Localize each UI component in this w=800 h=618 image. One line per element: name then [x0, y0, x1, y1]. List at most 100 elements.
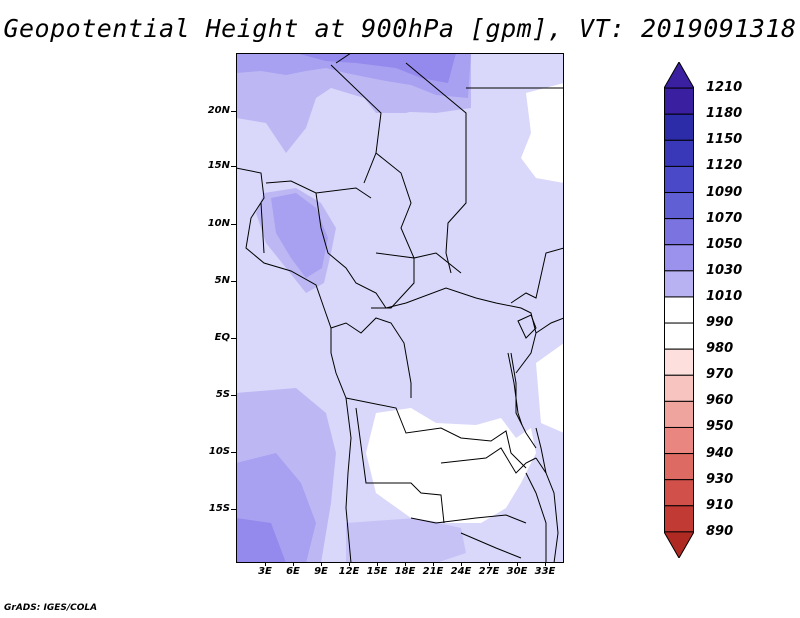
border-lakes — [510, 352, 537, 449]
lat-label-15s: 15S — [208, 503, 230, 514]
lon-label-18e: 18E — [394, 566, 416, 577]
border-chad-sudan — [375, 152, 462, 274]
map-svg — [236, 53, 564, 563]
colorbar-label: 1180 — [706, 106, 743, 122]
grads-credit: GrADS: IGES/COLA — [4, 603, 98, 613]
colorbar-segment — [664, 244, 694, 272]
colorbar-bottom-arrow — [664, 531, 694, 558]
border-drc-west — [330, 317, 412, 398]
colorbar-label: 1120 — [706, 158, 743, 174]
colorbar-segment — [664, 218, 694, 246]
lon-label-15e: 15E — [366, 566, 388, 577]
border-south-2 — [460, 532, 522, 559]
colorbar-segment — [664, 453, 694, 481]
map-title: Geopotential Height at 900hPa [gpm], VT:… — [3, 14, 797, 43]
colorbar-segment — [664, 165, 694, 194]
colorbar-segment — [664, 322, 694, 350]
colorbar-segment — [664, 296, 694, 324]
lake-tanganyika — [507, 352, 523, 426]
colorbar-segment — [664, 400, 694, 428]
lat-label-eq: EQ — [214, 332, 230, 343]
lon-tick — [517, 562, 518, 566]
lon-label-33e: 33E — [534, 566, 556, 577]
lat-tick — [231, 224, 236, 225]
contour-1050-westafrica — [271, 193, 328, 278]
lat-tick — [231, 452, 236, 453]
colorbar-label: 1030 — [706, 262, 743, 278]
border-south-1 — [410, 514, 527, 524]
low-region-south-center — [366, 408, 536, 523]
low-region-lakes — [536, 343, 564, 433]
lat-label-5s: 5S — [215, 389, 230, 400]
border-nigeria — [315, 192, 387, 309]
colorbar-segment — [664, 374, 694, 402]
colorbar-label: 950 — [706, 419, 734, 435]
colorbar — [664, 62, 694, 558]
lat-label-10s: 10S — [208, 446, 230, 457]
border-coast-west — [236, 167, 352, 563]
border-congo — [385, 287, 537, 334]
lon-label-27e: 27E — [478, 566, 500, 577]
lon-tick — [377, 562, 378, 566]
lat-label-5n: 5N — [214, 275, 230, 286]
colorbar-segment — [664, 113, 694, 141]
contour-1030-northeast — [364, 93, 436, 113]
colorbar-segment — [664, 270, 694, 298]
colorbar-label: 890 — [706, 523, 734, 539]
map-frame — [236, 53, 564, 563]
colorbar-label: 1050 — [706, 236, 743, 252]
border-north-1 — [335, 53, 352, 64]
map-panel — [236, 53, 564, 563]
border-north-3 — [405, 62, 467, 274]
lon-tick — [265, 562, 266, 566]
lat-label-15n: 15N — [207, 160, 230, 171]
colorbar-label: 910 — [706, 497, 734, 513]
contour-1070-north — [296, 53, 456, 83]
lake-malawi — [535, 427, 547, 474]
colorbar-label: 980 — [706, 341, 734, 357]
border-zambia — [440, 447, 537, 474]
lat-tick — [231, 111, 236, 112]
colorbar-label: 960 — [706, 393, 734, 409]
colorbar-label: 1010 — [706, 288, 743, 304]
colorbar-label: 940 — [706, 445, 734, 461]
colorbar-label: 970 — [706, 367, 734, 383]
colorbar-label: 930 — [706, 471, 734, 487]
lat-tick — [231, 338, 236, 339]
border-east-1 — [510, 247, 564, 304]
lat-label-10n: 10N — [207, 218, 230, 229]
lon-tick — [293, 562, 294, 566]
colorbar-segment — [664, 479, 694, 507]
lat-tick — [231, 166, 236, 167]
border-westafrica-2 — [260, 202, 265, 254]
border-drc-south — [345, 397, 527, 469]
lon-tick — [489, 562, 490, 566]
lon-label-24e: 24E — [450, 566, 472, 577]
border-south-east — [525, 472, 547, 563]
border-angola — [355, 407, 445, 524]
colorbar-label: 1090 — [706, 184, 743, 200]
lon-label-6e: 6E — [286, 566, 300, 577]
lon-tick — [433, 562, 434, 566]
lat-tick — [231, 395, 236, 396]
border-north-2 — [330, 64, 382, 184]
colorbar-label: 990 — [706, 315, 734, 331]
lon-tick — [545, 562, 546, 566]
lon-label-21e: 21E — [422, 566, 444, 577]
lon-label-30e: 30E — [506, 566, 528, 577]
colorbar-segment — [664, 87, 694, 115]
lat-label-20n: 20N — [207, 105, 230, 116]
colorbar-label: 1210 — [706, 80, 743, 96]
border-east-2 — [515, 317, 564, 374]
lat-tick — [231, 281, 236, 282]
colorbar-segment — [664, 192, 694, 220]
low-region-east — [521, 83, 564, 183]
lon-tick — [405, 562, 406, 566]
lon-tick — [461, 562, 462, 566]
lat-tick — [231, 509, 236, 510]
colorbar-label: 1070 — [706, 210, 743, 226]
border-car — [371, 252, 415, 309]
lon-label-12e: 12E — [338, 566, 360, 577]
lake-victoria — [517, 314, 537, 339]
colorbar-segment — [664, 348, 694, 376]
